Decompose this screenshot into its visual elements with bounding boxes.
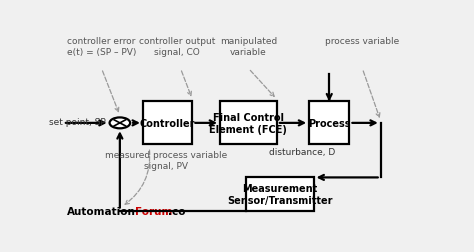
Text: controller output
signal, CO: controller output signal, CO [138,37,215,56]
Text: .co: .co [168,207,185,216]
Text: Forum: Forum [135,207,172,216]
Bar [220,102,277,145]
Text: Final Control
Element (FCE): Final Control Element (FCE) [210,113,287,134]
Circle shape [109,118,130,129]
Bar [246,178,314,211]
Text: Process: Process [308,118,350,128]
Bar [309,102,349,145]
Text: set point, SP: set point, SP [48,118,105,127]
Text: Measurement
Sensor/Transmitter: Measurement Sensor/Transmitter [227,183,332,205]
Text: manipulated
variable: manipulated variable [220,37,277,56]
Text: controller error
e(t) = (SP – PV): controller error e(t) = (SP – PV) [67,37,136,56]
Bar [143,102,192,145]
Text: disturbance, D: disturbance, D [269,147,335,156]
Text: measured process variable
signal, PV: measured process variable signal, PV [105,151,227,170]
Text: Automation: Automation [66,207,136,216]
Text: Controller: Controller [140,118,195,128]
Text: process variable: process variable [325,37,400,46]
